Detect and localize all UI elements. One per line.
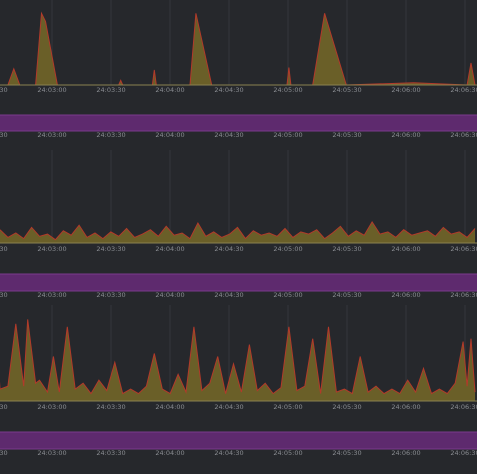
panel-1-x-tick-label: 24:06:30 bbox=[450, 86, 477, 94]
panel-5-x-tick-label-leading: 24:06:30 bbox=[0, 403, 8, 411]
panel-4-x-tick-label-leading: 24:06:30 bbox=[0, 291, 8, 299]
panel-3-x-tick-label: 24:03:30 bbox=[96, 245, 125, 253]
panel-1-x-tick-label: 24:04:30 bbox=[214, 86, 243, 94]
panel-2-x-tick-label: 24:03:00 bbox=[37, 131, 66, 139]
panel-2-x-tick-label: 24:06:00 bbox=[391, 131, 420, 139]
panel-1-series-line bbox=[0, 11, 476, 86]
panel-3-x-tick-label: 24:04:00 bbox=[155, 245, 184, 253]
panel-5-x-tick-label: 24:03:00 bbox=[37, 403, 66, 411]
panel-5-x-tick-label: 24:05:30 bbox=[332, 403, 361, 411]
panel-4-band-fill bbox=[0, 274, 477, 291]
panel-4-x-tick-label: 24:03:30 bbox=[96, 291, 125, 299]
panel-1-x-tick-label-leading: 24:06:30 bbox=[0, 86, 8, 94]
panel-6-x-tick-label: 24:04:00 bbox=[155, 449, 184, 457]
panel-6-x-tick-label: 24:03:30 bbox=[96, 449, 125, 457]
panel-6-x-tick-label: 24:05:00 bbox=[273, 449, 302, 457]
panel-3-x-tick-label: 24:06:00 bbox=[391, 245, 420, 253]
panel-1-x-tick-label: 24:05:30 bbox=[332, 86, 361, 94]
panel-5-series-line bbox=[0, 319, 476, 395]
panel-6-band-fill bbox=[0, 432, 477, 449]
panel-1-x-tick-label: 24:06:00 bbox=[391, 86, 420, 94]
panel-3-x-tick-label: 24:03:00 bbox=[37, 245, 66, 253]
panel-6-x-tick-label: 24:06:30 bbox=[450, 449, 477, 457]
panel-6-x-tick-label: 24:06:00 bbox=[391, 449, 420, 457]
panel-5-x-tick-label: 24:05:00 bbox=[273, 403, 302, 411]
panel-5-x-tick-label: 24:06:30 bbox=[450, 403, 477, 411]
panel-2-x-tick-label: 24:05:00 bbox=[273, 131, 302, 139]
panel-6-x-tick-label: 24:03:00 bbox=[37, 449, 66, 457]
panel-5-x-tick-label: 24:06:00 bbox=[391, 403, 420, 411]
panel-1-x-tick-label: 24:05:00 bbox=[273, 86, 302, 94]
panel-5-area-fill bbox=[0, 319, 475, 401]
panel-2-x-tick-label: 24:05:30 bbox=[332, 131, 361, 139]
panel-3-x-tick-label: 24:06:30 bbox=[450, 245, 477, 253]
panel-4-x-tick-label: 24:05:30 bbox=[332, 291, 361, 299]
panel-4-x-tick-label: 24:06:00 bbox=[391, 291, 420, 299]
panel-5-x-tick-label: 24:04:30 bbox=[214, 403, 243, 411]
panel-1-x-tick-label: 24:04:00 bbox=[155, 86, 184, 94]
panel-4-x-tick-label: 24:04:00 bbox=[155, 291, 184, 299]
panel-6-x-tick-label: 24:05:30 bbox=[332, 449, 361, 457]
panel-1-x-tick-label: 24:03:00 bbox=[37, 86, 66, 94]
panel-3-x-tick-label-leading: 24:06:30 bbox=[0, 245, 8, 253]
panel-3-x-tick-label: 24:05:30 bbox=[332, 245, 361, 253]
panel-2-band-fill bbox=[0, 115, 477, 131]
panel-1-x-tick-label: 24:03:30 bbox=[96, 86, 125, 94]
panel-4-x-tick-label: 24:03:00 bbox=[37, 291, 66, 299]
panel-2-x-tick-label: 24:04:30 bbox=[214, 131, 243, 139]
panel-2-x-tick-label: 24:04:00 bbox=[155, 131, 184, 139]
panel-2-x-tick-label-leading: 24:06:30 bbox=[0, 131, 8, 139]
panel-3-area-fill bbox=[0, 221, 475, 243]
panel-4-x-tick-label: 24:06:30 bbox=[450, 291, 477, 299]
panel-3-series-line bbox=[0, 220, 476, 241]
panel-6-x-tick-label-leading: 24:06:30 bbox=[0, 449, 8, 457]
panel-6-x-tick-label: 24:04:30 bbox=[214, 449, 243, 457]
panel-2-x-tick-label: 24:06:30 bbox=[450, 131, 477, 139]
panel-1-area-fill bbox=[0, 13, 475, 85]
panel-4-x-tick-label: 24:05:00 bbox=[273, 291, 302, 299]
panel-5-x-tick-label: 24:03:30 bbox=[96, 403, 125, 411]
panel-2-x-tick-label: 24:03:30 bbox=[96, 131, 125, 139]
panel-3-x-tick-label: 24:04:30 bbox=[214, 245, 243, 253]
panel-5-x-tick-label: 24:04:00 bbox=[155, 403, 184, 411]
panel-3-x-tick-label: 24:05:00 bbox=[273, 245, 302, 253]
panel-4-x-tick-label: 24:04:30 bbox=[214, 291, 243, 299]
